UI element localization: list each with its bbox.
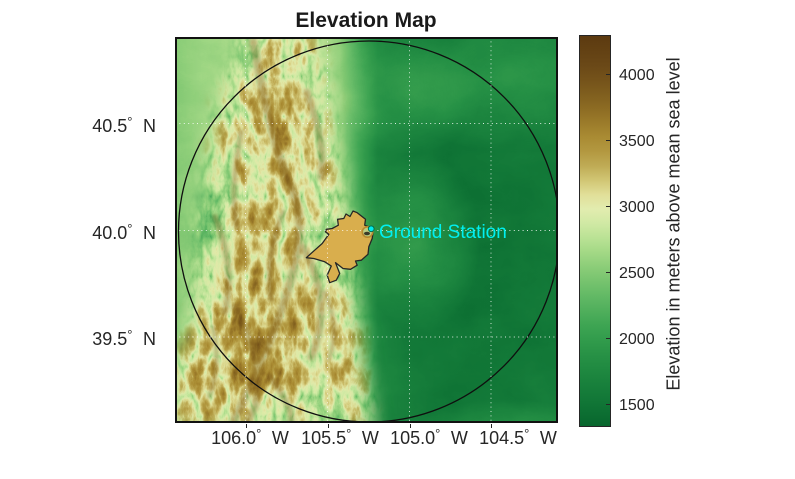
svg-text:Ground Station: Ground Station	[379, 222, 507, 243]
